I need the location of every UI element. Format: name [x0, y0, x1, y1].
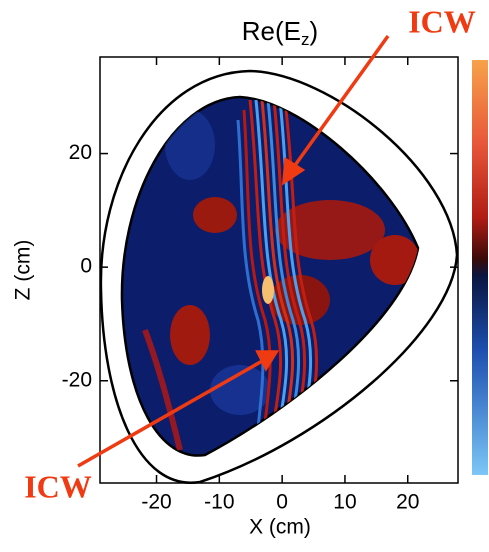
annotation: ICW — [408, 3, 476, 39]
title-text: ) — [310, 16, 319, 46]
title-subscript: z — [301, 30, 310, 49]
x-tick-label: 0 — [276, 491, 288, 514]
x-tick-label: 10 — [333, 491, 356, 514]
colorbar — [472, 60, 488, 475]
x-tick-label: 20 — [396, 491, 419, 514]
x-tick-label: -10 — [204, 491, 234, 514]
title-text: Re(E — [242, 16, 301, 46]
y-axis-label: Z (cm) — [12, 240, 35, 301]
x-axis-label: X (cm) — [249, 516, 311, 539]
y-tick-label: 20 — [69, 141, 92, 164]
plot-frame — [99, 56, 459, 484]
y-tick-label: 0 — [80, 255, 92, 278]
y-tick-label: -20 — [62, 368, 92, 391]
annotation: ICW — [24, 468, 92, 504]
chart-title: Re(Ez) — [242, 16, 318, 50]
arrows — [77, 34, 390, 468]
x-tick-label: -20 — [141, 491, 171, 514]
